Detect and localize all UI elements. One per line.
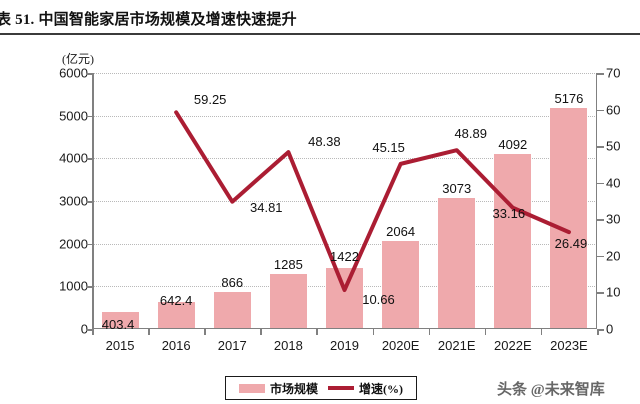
y-axis-left-tick-mark <box>86 201 92 203</box>
y-axis-left-tick-label: 1000 <box>59 278 88 294</box>
line-value-label: 33.16 <box>492 205 526 221</box>
y-axis-left-tick-label: 2000 <box>59 236 88 252</box>
y-axis-left-tick-label: 6000 <box>59 65 88 81</box>
x-axis-tick-mark <box>597 329 599 335</box>
x-axis-tick-label: 2020E <box>381 338 420 353</box>
bar-value-label: 2064 <box>386 223 416 239</box>
bar <box>550 108 588 329</box>
y-axis-right-tick-mark <box>597 182 604 185</box>
x-axis-tick-label: 2016 <box>161 338 191 353</box>
y-axis-left-line <box>92 73 94 329</box>
x-axis-tick-mark <box>428 329 431 335</box>
x-axis-tick-label: 2015 <box>105 338 135 353</box>
legend-item-label: 市场规模 <box>269 381 318 396</box>
line-value-label: 48.38 <box>308 134 341 150</box>
y-axis-right-tick-label: 50 <box>606 138 621 154</box>
y-axis-right-tick-mark <box>597 292 604 294</box>
title-divider <box>0 33 640 35</box>
plot-area <box>92 73 597 329</box>
line-value-label: 59.25 <box>193 92 227 108</box>
gridline <box>92 201 597 202</box>
x-axis-tick-label: 2019 <box>330 338 359 353</box>
x-axis-tick-label: 2022E <box>494 338 532 353</box>
gridline <box>92 115 597 117</box>
y-axis-right-tick-label: 60 <box>606 102 621 118</box>
bar <box>101 311 139 329</box>
bar <box>269 274 307 329</box>
gridline <box>92 158 597 160</box>
x-axis-tick-mark <box>540 329 543 335</box>
bar <box>382 240 420 329</box>
y-axis-right-tick-mark <box>597 219 604 221</box>
bar-value-label: 403.4 <box>101 316 135 332</box>
bar <box>438 197 476 329</box>
y-axis-right-tick-mark <box>597 329 604 331</box>
legend-bar-swatch-icon <box>238 383 265 393</box>
bar-value-label: 1422 <box>330 249 359 265</box>
x-axis-tick-mark <box>372 329 375 335</box>
y-axis-left-tick-mark <box>86 329 92 331</box>
line-series-增速 <box>174 110 571 293</box>
growth-line-path <box>174 110 571 293</box>
line-value-label: 10.66 <box>362 292 395 307</box>
x-axis-tick-mark <box>92 329 94 335</box>
legend-item-label: 增速(%) <box>359 381 403 396</box>
y-axis-unit-label: (亿元) <box>62 52 94 66</box>
watermark: 头条 @未来智库 <box>497 382 605 398</box>
line-value-label: 48.89 <box>454 126 487 142</box>
x-axis-tick-label: 2018 <box>273 338 303 353</box>
bar-value-label: 5176 <box>554 91 584 107</box>
bar <box>213 292 251 329</box>
chart-legend: 市场规模 增速(%) <box>225 376 417 400</box>
bar-value-label: 4092 <box>498 137 528 153</box>
y-axis-right-tick-label: 40 <box>606 175 621 191</box>
chart-header: 表 51. 中国智能家居市场规模及增速快速提升 <box>0 0 640 36</box>
y-axis-left-tick-label: 3000 <box>59 193 88 209</box>
y-axis-right-tick-mark <box>597 255 604 258</box>
x-axis-tick-mark <box>204 329 206 335</box>
bar <box>157 301 195 329</box>
line-value-label: 45.15 <box>372 139 405 155</box>
y-axis-right-tick-mark <box>597 109 604 112</box>
bar-value-label: 866 <box>221 275 244 291</box>
y-axis-left-tick-mark <box>86 286 92 288</box>
y-axis-left-tick-mark <box>86 73 92 75</box>
y-axis-left-tick-mark <box>86 115 92 118</box>
y-axis-right-tick-mark <box>597 146 604 148</box>
y-axis-right-line <box>595 73 597 329</box>
x-axis-tick-mark <box>316 329 318 335</box>
x-axis-tick-label: 2021E <box>437 338 476 353</box>
bar-value-label: 1285 <box>273 257 303 273</box>
x-axis-tick-label: 2023E <box>550 338 588 353</box>
x-axis-tick-mark <box>260 329 262 335</box>
legend-item-bar[interactable]: 市场规模 <box>238 380 318 397</box>
y-axis-left-tick-label: 4000 <box>59 150 88 166</box>
x-axis-tick-mark <box>148 329 150 335</box>
line-value-label: 34.81 <box>249 199 283 215</box>
y-axis-left-tick-mark <box>86 158 92 160</box>
bar <box>325 268 363 329</box>
x-axis-tick-mark <box>484 329 487 335</box>
y-axis-left-tick-label: 0 <box>80 321 88 337</box>
legend-line-swatch-icon <box>328 386 354 390</box>
y-axis-right-tick-label: 20 <box>606 248 621 264</box>
y-axis-left-tick-mark <box>86 243 92 246</box>
y-axis-right-tick-label: 0 <box>606 321 614 337</box>
bar <box>494 154 532 329</box>
gridline <box>92 73 597 74</box>
bar-value-label: 3073 <box>442 180 472 196</box>
bar-value-label: 642.4 <box>159 292 193 308</box>
x-axis-tick-label: 2017 <box>217 338 247 353</box>
y-axis-right-tick-label: 70 <box>606 65 621 81</box>
legend-item-line[interactable]: 增速(%) <box>328 380 403 397</box>
page-title: 表 51. 中国智能家居市场规模及增速快速提升 <box>0 12 297 28</box>
y-axis-left-tick-label: 5000 <box>59 108 88 124</box>
y-axis-right-tick-mark <box>597 73 604 75</box>
line-value-label: 26.49 <box>554 236 588 252</box>
y-axis-right-tick-label: 30 <box>606 211 621 227</box>
x-axis-line <box>92 327 597 329</box>
gridline <box>92 243 597 245</box>
y-axis-right-tick-label: 10 <box>606 284 621 300</box>
